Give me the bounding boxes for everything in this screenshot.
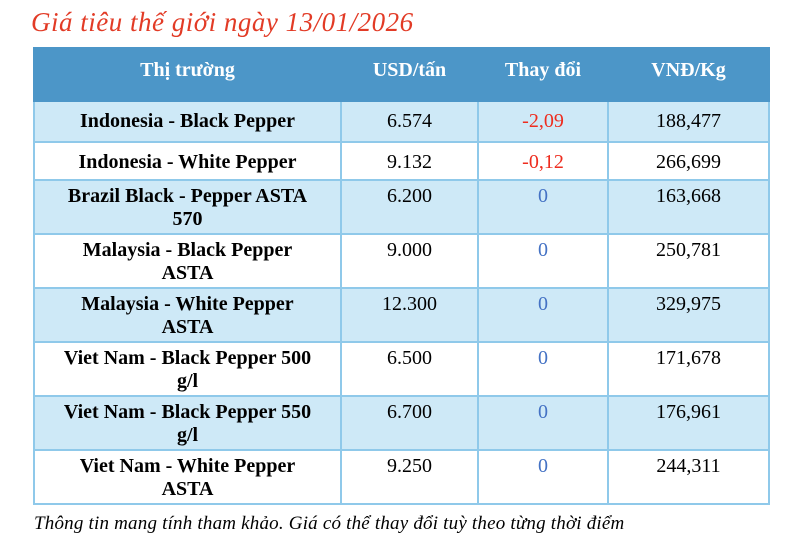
col-header-market: Thị trường	[33, 47, 342, 102]
pepper-price-page: Giá tiêu thế giới ngày 13/01/2026 Thị tr…	[31, 7, 770, 534]
vnd-cell: 250,781	[607, 233, 770, 289]
usd-cell: 6.574	[340, 100, 479, 143]
change-cell: -0,12	[477, 141, 609, 181]
change-cell: 0	[477, 341, 609, 397]
usd-cell: 9.000	[340, 233, 479, 289]
col-header-vnd: VNĐ/Kg	[607, 47, 770, 102]
usd-cell: 12.300	[340, 287, 479, 343]
market-cell: Indonesia - Black Pepper	[33, 100, 342, 143]
table-row: Viet Nam - Black Pepper 550 g/l 6.700 0 …	[33, 395, 770, 451]
usd-cell: 6.500	[340, 341, 479, 397]
usd-cell: 9.250	[340, 449, 479, 505]
vnd-cell: 176,961	[607, 395, 770, 451]
usd-cell: 9.132	[340, 141, 479, 181]
usd-cell: 6.700	[340, 395, 479, 451]
market-cell: Malaysia - White Pepper ASTA	[33, 287, 342, 343]
usd-cell: 6.200	[340, 179, 479, 235]
market-cell: Malaysia - Black Pepper ASTA	[33, 233, 342, 289]
vnd-cell: 163,668	[607, 179, 770, 235]
header-row: Thị trường USD/tấn Thay đổi VNĐ/Kg	[33, 47, 770, 102]
page-title: Giá tiêu thế giới ngày 13/01/2026	[31, 7, 414, 37]
change-cell: 0	[477, 179, 609, 235]
table-row: Brazil Black - Pepper ASTA 570 6.200 0 1…	[33, 179, 770, 235]
vnd-cell: 188,477	[607, 100, 770, 143]
table-row: Indonesia - White Pepper 9.132 -0,12 266…	[33, 141, 770, 181]
market-cell: Indonesia - White Pepper	[33, 141, 342, 181]
market-cell: Brazil Black - Pepper ASTA 570	[33, 179, 342, 235]
table-row: Malaysia - White Pepper ASTA 12.300 0 32…	[33, 287, 770, 343]
vnd-cell: 244,311	[607, 449, 770, 505]
change-cell: 0	[477, 233, 609, 289]
disclaimer-note: Thông tin mang tính tham khảo. Giá có th…	[34, 513, 625, 534]
change-cell: 0	[477, 449, 609, 505]
change-cell: 0	[477, 287, 609, 343]
market-cell: Viet Nam - Black Pepper 550 g/l	[33, 395, 342, 451]
table-row: Malaysia - Black Pepper ASTA 9.000 0 250…	[33, 233, 770, 289]
change-cell: -2,09	[477, 100, 609, 143]
pepper-price-table: Thị trường USD/tấn Thay đổi VNĐ/Kg Indon…	[33, 47, 770, 505]
col-header-usd: USD/tấn	[340, 47, 479, 102]
vnd-cell: 329,975	[607, 287, 770, 343]
col-header-change: Thay đổi	[477, 47, 609, 102]
change-cell: 0	[477, 395, 609, 451]
vnd-cell: 266,699	[607, 141, 770, 181]
market-cell: Viet Nam - Black Pepper 500 g/l	[33, 341, 342, 397]
table-row: Viet Nam - Black Pepper 500 g/l 6.500 0 …	[33, 341, 770, 397]
vnd-cell: 171,678	[607, 341, 770, 397]
table-row: Viet Nam - White Pepper ASTA 9.250 0 244…	[33, 449, 770, 505]
table-row: Indonesia - Black Pepper 6.574 -2,09 188…	[33, 100, 770, 143]
market-cell: Viet Nam - White Pepper ASTA	[33, 449, 342, 505]
